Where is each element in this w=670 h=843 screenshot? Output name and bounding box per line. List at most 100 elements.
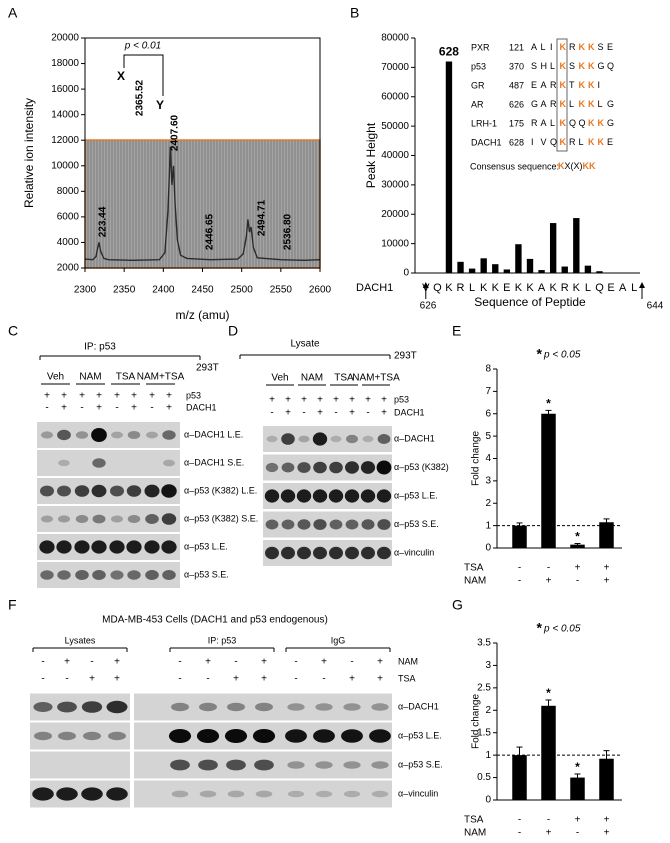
alignment-name: LRH-1 (471, 118, 497, 128)
sign-row-name: NAM (398, 656, 418, 666)
condition-sign: + (604, 563, 610, 574)
blot-band (111, 515, 123, 523)
peak-label: 2407.60 (170, 114, 181, 151)
sign: + (44, 391, 50, 402)
sign: + (285, 408, 291, 419)
significance-mark: * (537, 620, 543, 636)
sequence-letter: L (598, 99, 603, 109)
sign: - (234, 657, 237, 668)
alignment-start: 121 (509, 42, 524, 52)
blot-band (91, 484, 107, 498)
blot-row-label: α–DACH1 S.E. (184, 457, 244, 467)
blot-band (264, 489, 280, 503)
x-tick-label: 2300 (74, 285, 97, 296)
sequence-letter: K (588, 42, 595, 52)
sequence-letter: L (579, 137, 584, 147)
blot-band (369, 729, 391, 743)
x-tick-label: K (492, 282, 500, 294)
blot-band (376, 489, 392, 503)
blot-band (91, 428, 107, 442)
blot-band (57, 701, 77, 713)
sign: + (349, 408, 355, 419)
blot-band (281, 433, 295, 445)
sequence-letter: A (541, 118, 547, 128)
x-tick-label: E (607, 282, 614, 294)
blot-band (343, 790, 361, 798)
sign: - (41, 674, 44, 685)
blot-band (75, 515, 89, 523)
blot-band (162, 430, 176, 440)
blot-band (34, 731, 52, 741)
y-tick-label: 30000 (381, 180, 409, 191)
sign-row-name: p53 (186, 390, 201, 400)
blot-band (265, 546, 279, 560)
y-tick-label: 18000 (51, 58, 79, 69)
y-tick-label: 4000 (57, 237, 80, 248)
y-tick-label: 16000 (51, 84, 79, 95)
blot-band (281, 462, 295, 473)
blot-band (126, 485, 142, 497)
blot-band (109, 540, 125, 554)
sign: + (301, 395, 307, 406)
significance-star: * (575, 760, 580, 774)
condition-sign: - (518, 563, 521, 574)
range-label: 644 (647, 301, 664, 312)
group-label: NAM+TSA (137, 372, 185, 383)
blot-band (280, 489, 296, 503)
blot-band (224, 729, 248, 743)
sequence-letter: Q (569, 118, 576, 128)
y-tick-label: 0 (485, 795, 491, 806)
blot-band (226, 759, 246, 771)
bar (468, 268, 476, 273)
blot-row-label: α–DACH1 (394, 433, 435, 443)
condition-name: TSA (464, 563, 484, 574)
blot-band (265, 519, 279, 530)
blot-band (57, 485, 71, 497)
blot-band (57, 570, 71, 580)
y-axis-label: Peak Height (364, 122, 378, 188)
sign: + (166, 403, 172, 414)
blot-band (57, 429, 71, 441)
range-label: 626 (420, 301, 437, 312)
blot-band (377, 519, 391, 530)
blot-band (297, 462, 311, 473)
y-tick-label: 6 (485, 408, 491, 419)
significance-label: p < 0.01 (124, 41, 161, 52)
blot-band (297, 519, 311, 530)
blot-strip (37, 450, 180, 476)
blot-band (33, 702, 53, 712)
condition-sign: + (604, 828, 610, 839)
y-tick-label: 80000 (381, 33, 409, 44)
blot-band (362, 435, 374, 443)
blot-band (81, 787, 103, 801)
sign: + (349, 674, 355, 685)
peak-label: 2494.71 (257, 199, 268, 236)
bar (480, 258, 487, 273)
blot-band (145, 514, 159, 524)
y-tick-label: 1.5 (477, 727, 491, 738)
blot-band (106, 787, 128, 801)
y-tick-label: 50000 (381, 121, 409, 132)
bar (570, 544, 585, 548)
blot-header: Lysate (290, 339, 320, 350)
y-tick-label: 10000 (51, 160, 79, 171)
blot-band (41, 515, 53, 523)
sign: + (365, 395, 371, 406)
sequence-letter: K (588, 80, 595, 90)
peak-label: 2536.80 (283, 213, 294, 250)
blot-row-label: α–p53 S.E. (398, 759, 443, 769)
blot-band (330, 435, 342, 443)
condition-sign: + (546, 576, 552, 587)
group-label: IP: p53 (208, 635, 237, 645)
y-tick-label: 60000 (381, 91, 409, 102)
sign: - (45, 403, 48, 414)
condition-sign: - (547, 815, 550, 826)
x-tick-label: A (538, 282, 546, 294)
alignment-name: GR (471, 80, 485, 90)
sign: + (261, 657, 267, 668)
condition-sign: - (576, 828, 579, 839)
blot-band (199, 790, 217, 798)
blot-band (75, 570, 89, 580)
